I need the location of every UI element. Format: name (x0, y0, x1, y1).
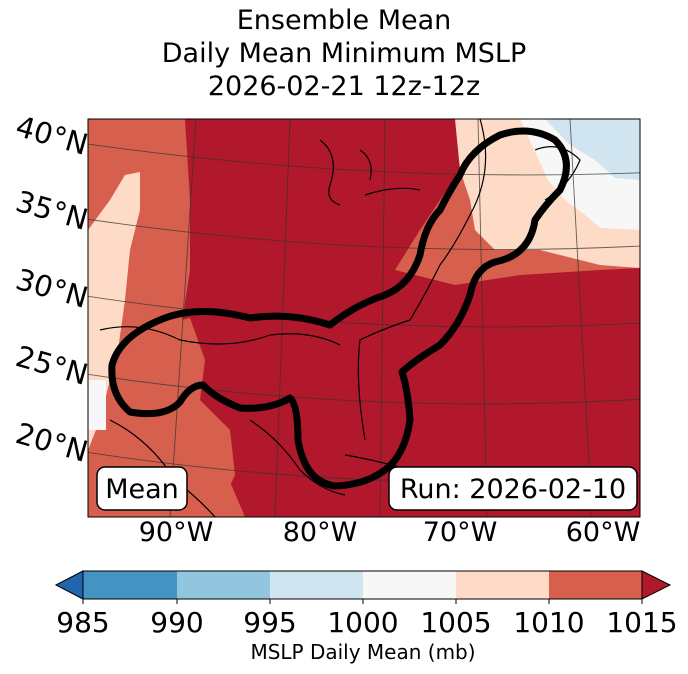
field-995-1000 (545, 119, 640, 180)
lon-label-60: 60°W (566, 517, 641, 548)
probability-contour (108, 127, 570, 490)
title-line-2: Daily Mean Minimum MSLP (161, 38, 527, 69)
colorbar-1000-1005 (363, 571, 456, 599)
title-line-3: 2026-02-21 12z-12z (207, 71, 481, 102)
colorbar-over (641, 570, 672, 600)
lat-label-20: 20°N (12, 416, 92, 469)
cbar-tick-985: 985 (56, 606, 109, 639)
lon-labels: 90°W 80°W 70°W 60°W (139, 517, 641, 548)
cbar-tick-1010: 1010 (513, 606, 584, 639)
colorbar-tick-labels: 985 990 995 1000 1005 1010 1015 (56, 606, 677, 639)
colorbar-990-995 (177, 571, 270, 599)
lat-label-30: 30°N (12, 262, 92, 315)
lat-label-40: 40°N (12, 109, 92, 162)
colorbar-1005-1010 (456, 571, 549, 599)
cbar-tick-1005: 1005 (420, 606, 491, 639)
map-panel (88, 119, 640, 517)
mean-box (96, 466, 188, 511)
lat-label-35: 35°N (12, 184, 92, 237)
title-line-1: Ensemble Mean (236, 5, 452, 36)
colorbar-995-1000 (270, 571, 363, 599)
cbar-tick-1000: 1000 (327, 606, 398, 639)
colorbar-ticks (82, 599, 643, 604)
colorbar: 985 990 995 1000 1005 1010 1015 (54, 570, 678, 639)
colorbar-985-990 (83, 571, 177, 599)
cbar-tick-995: 995 (243, 606, 296, 639)
lon-label-70: 70°W (423, 517, 498, 548)
run-box (388, 466, 638, 511)
cbar-tick-1015: 1015 (606, 606, 677, 639)
map-frame (87, 118, 641, 518)
colorbar-1010-1015 (549, 571, 642, 599)
lat-label-25: 25°N (12, 339, 92, 392)
colorbar-label: MSLP Daily Mean (mb) (250, 640, 476, 664)
mean-box-text: Mean (105, 474, 179, 505)
lon-label-90: 90°W (139, 517, 214, 548)
colorbar-under (54, 570, 84, 600)
lat-labels: 40°N 35°N 30°N 25°N 20°N (12, 109, 92, 469)
field-1005-1010-northeast (455, 119, 640, 268)
cbar-tick-990: 990 (150, 606, 203, 639)
field-1000-1005-sw (88, 380, 106, 430)
lon-label-80: 80°W (283, 517, 358, 548)
run-box-text: Run: 2026-02-10 (400, 474, 626, 505)
